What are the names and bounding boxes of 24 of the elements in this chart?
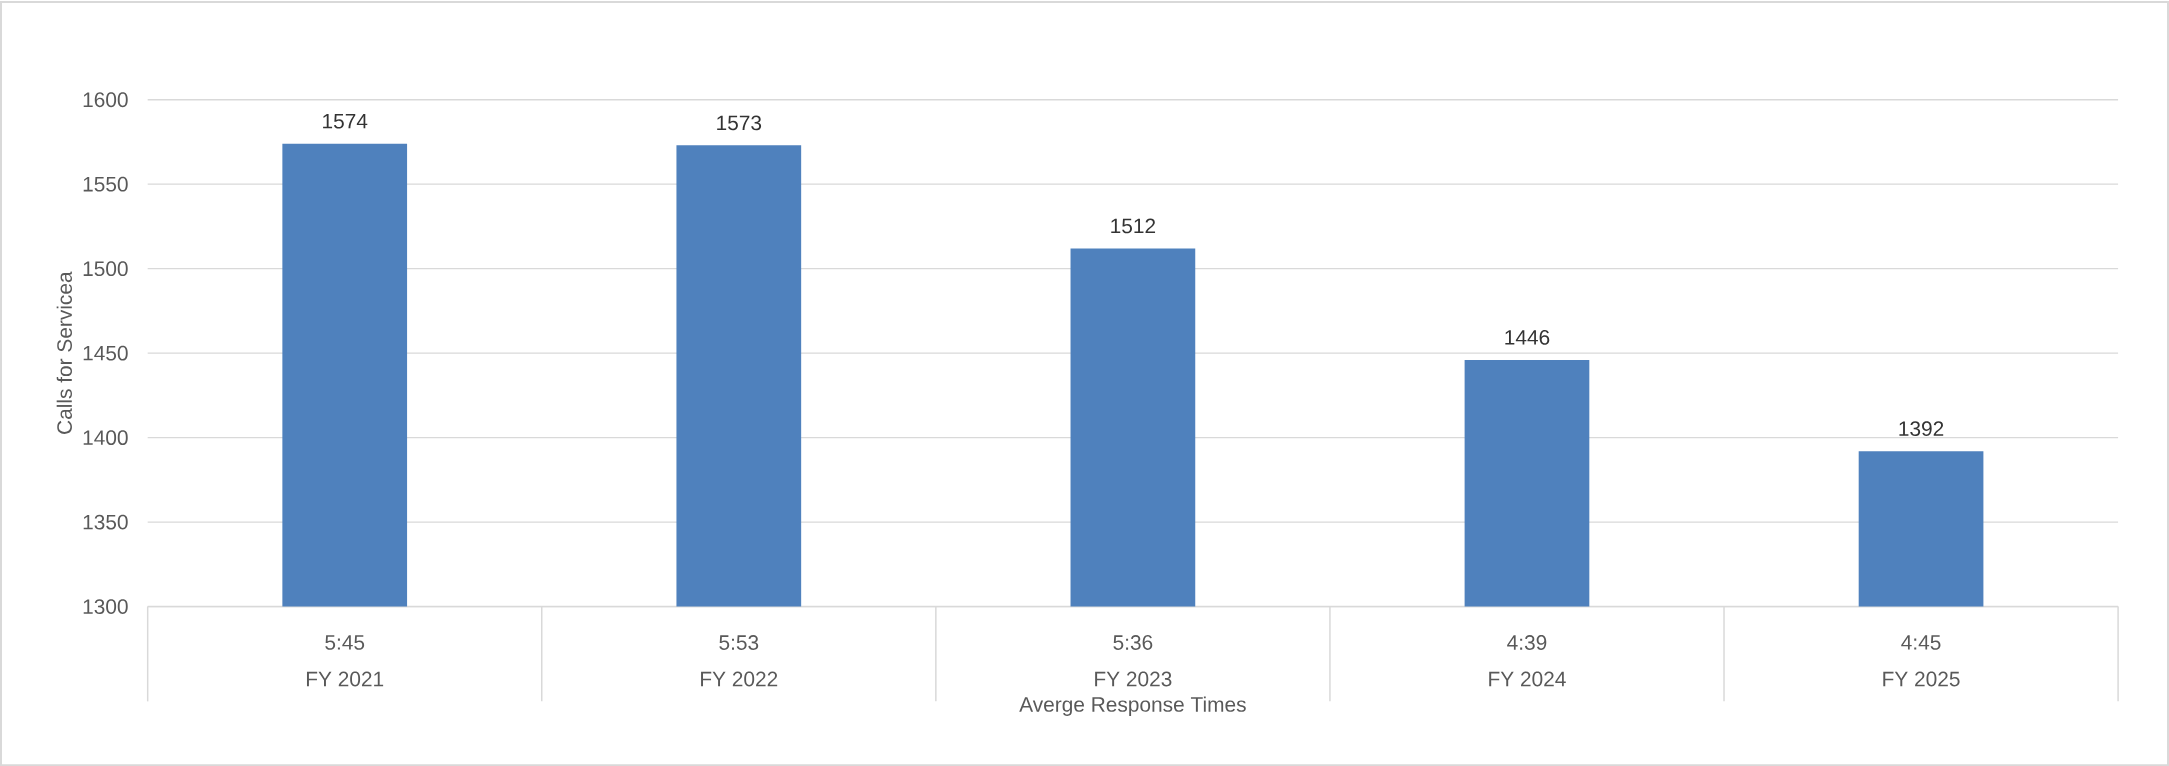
x-tick-label: FY 2025 (1883, 671, 1960, 687)
data-label: 1392 (1899, 421, 1944, 436)
text: 5:45 (325, 635, 365, 650)
text: 4:45 (1901, 635, 1941, 650)
y-tick-label: 1350 (83, 514, 128, 530)
text: 5:53 (719, 635, 759, 650)
x-tick-label: FY 2024 (1489, 671, 1566, 687)
text: 4:39 (1507, 635, 1547, 650)
y-axis-title: Calls for Servicea (56, 271, 72, 434)
y-tick-label: 1400 (83, 430, 128, 445)
y-tick-label: 1450 (83, 345, 128, 361)
x-tick-label: FY 2021 (306, 671, 384, 687)
y-tick-label: 1300 (83, 599, 128, 614)
y-tick-label: 1500 (83, 261, 128, 276)
y-tick-label: 1550 (83, 176, 128, 192)
x-tick-label: FY 2022 (701, 671, 778, 687)
data-label: 1512 (1111, 218, 1156, 234)
data-label: 1573 (717, 115, 762, 131)
data-label: 1446 (1505, 329, 1550, 345)
y-tick-label: 1600 (83, 92, 128, 108)
x-tick-label: FY 2023 (1095, 671, 1172, 687)
text: 5:36 (1113, 635, 1153, 650)
data-label: 1574 (323, 113, 368, 129)
x-axis-title: Averge Response Times (1019, 696, 1246, 716)
